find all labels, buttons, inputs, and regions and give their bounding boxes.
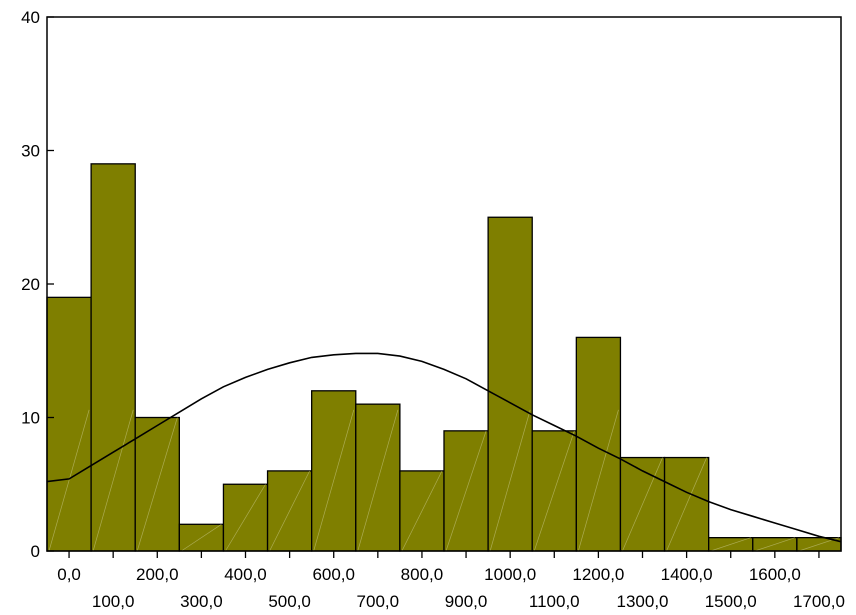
x-tick-label-top-6: 1200,0 (572, 565, 624, 584)
x-tick-label-top-3: 600,0 (312, 565, 355, 584)
bar-sheen-11 (533, 430, 575, 552)
x-tick-label-top-4: 800,0 (401, 565, 444, 584)
x-tick-label-top-2: 400,0 (224, 565, 267, 584)
y-tick-label-20: 20 (21, 275, 40, 294)
bar-sheen-13 (622, 457, 663, 552)
y-tick-label-30: 30 (21, 142, 40, 161)
x-tick-label-bottom-4: 900,0 (445, 592, 488, 611)
bar-10 (487, 216, 533, 552)
y-axis: 0 10 20 30 40 (21, 8, 54, 561)
bar-1 (90, 163, 136, 552)
y-tick-label-0: 0 (31, 542, 40, 561)
bar-sheen-16 (754, 537, 795, 552)
bar-sheen-15 (710, 537, 751, 552)
bar-sheen-10 (489, 409, 531, 552)
x-tick-label-top-0: 0,0 (57, 565, 81, 584)
bar-sheen-5 (269, 470, 310, 552)
bar-sheen-2 (136, 417, 178, 552)
bar-sheen-1 (92, 409, 134, 552)
y-tick-label-40: 40 (21, 8, 40, 27)
x-tick-label-top-1: 200,0 (136, 565, 179, 584)
bar-6 (311, 390, 357, 552)
x-axis: 0,0 200,0 400,0 600,0 800,0 1000,0 1200,0 1400,… (57, 551, 845, 611)
bar-sheen-6 (313, 409, 355, 552)
x-tick-label-bottom-5: 1100,0 (529, 592, 580, 611)
x-tick-label-bottom-6: 1300,0 (617, 592, 669, 611)
x-tick-label-top-8: 1600,0 (749, 565, 801, 584)
x-tick-label-bottom-0: 100,0 (92, 592, 135, 611)
density-curve (46, 352, 842, 543)
x-tick-label-bottom-8: 1700,0 (793, 592, 845, 611)
bar-sheen-12 (577, 409, 619, 552)
bar-12 (575, 336, 622, 552)
bar-sheen-7 (357, 409, 399, 552)
x-tick-label-top-7: 1400,0 (661, 565, 713, 584)
bar-sheen-14 (666, 457, 707, 552)
bar-sheen-9 (445, 430, 487, 552)
x-tick-label-bottom-1: 300,0 (180, 592, 223, 611)
x-tick-label-bottom-7: 1500,0 (705, 592, 757, 611)
x-tick-label-bottom-3: 700,0 (357, 592, 400, 611)
bars-group (46, 163, 842, 552)
y-tick-label-10: 10 (21, 409, 40, 428)
bar-sheen-8 (401, 470, 443, 552)
bar-sheen-0 (48, 409, 90, 552)
bar-sheen-3 (181, 524, 222, 552)
x-tick-label-top-5: 1000,0 (484, 565, 536, 584)
bar-0 (46, 296, 92, 552)
x-tick-label-bottom-2: 500,0 (268, 592, 311, 611)
bar-sheen-4 (225, 484, 266, 552)
bar-4 (222, 483, 269, 552)
